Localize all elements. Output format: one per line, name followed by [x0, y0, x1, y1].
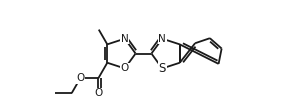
Text: O: O	[121, 63, 129, 73]
Text: S: S	[158, 62, 166, 75]
Text: N: N	[158, 34, 166, 44]
Text: O: O	[94, 88, 102, 98]
Text: N: N	[121, 34, 129, 44]
Text: O: O	[76, 73, 84, 83]
